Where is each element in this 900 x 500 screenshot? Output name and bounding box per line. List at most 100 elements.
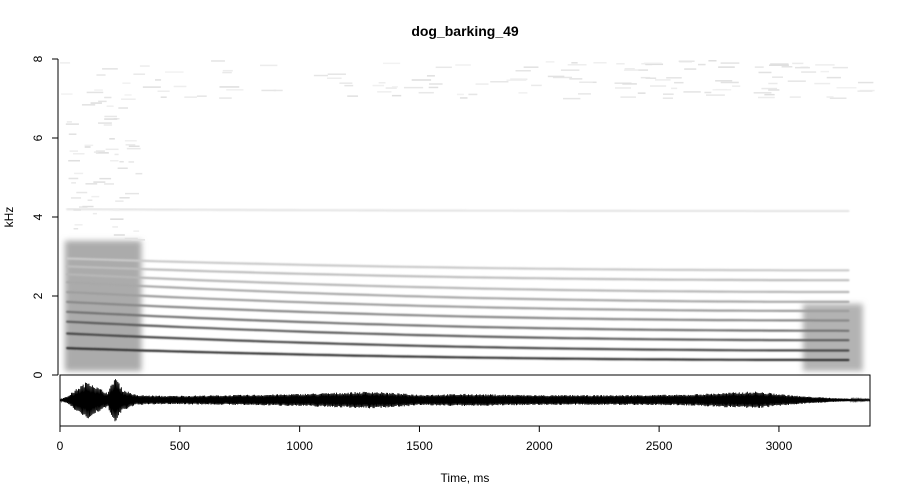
noise-speck bbox=[104, 118, 118, 120]
noise-speck bbox=[836, 87, 857, 89]
noise-speck bbox=[69, 150, 78, 152]
noise-speck bbox=[545, 61, 555, 63]
noise-speck bbox=[552, 76, 573, 79]
noise-speck bbox=[61, 93, 73, 95]
noise-speck bbox=[857, 90, 873, 92]
noise-speck bbox=[164, 71, 184, 73]
harmonic-track bbox=[66, 257, 850, 272]
x-tick-label: 2500 bbox=[646, 439, 673, 453]
noise-speck bbox=[645, 63, 664, 66]
noise-speck bbox=[411, 79, 432, 81]
noise-speck bbox=[761, 87, 778, 90]
noise-speck bbox=[124, 94, 132, 96]
noise-speck bbox=[104, 183, 115, 185]
noise-speck bbox=[593, 61, 607, 64]
noise-speck bbox=[567, 64, 587, 66]
noise-speck bbox=[560, 69, 580, 71]
noise-speck bbox=[643, 62, 662, 65]
harmonic-track bbox=[66, 332, 850, 352]
noise-speck bbox=[104, 96, 112, 99]
noise-speck bbox=[815, 64, 835, 66]
spectrogram-plot bbox=[60, 60, 875, 372]
noise-speck bbox=[87, 199, 93, 201]
noise-speck bbox=[857, 81, 874, 84]
noise-speck bbox=[628, 69, 649, 71]
noise-speck bbox=[640, 76, 651, 79]
noise-speck bbox=[698, 63, 706, 66]
noise-speck bbox=[772, 76, 784, 78]
noise-speck bbox=[663, 93, 674, 95]
noise-speck bbox=[66, 121, 72, 123]
noise-speck bbox=[184, 96, 197, 98]
noise-speck bbox=[615, 87, 631, 89]
noise-speck bbox=[655, 79, 671, 81]
noise-speck bbox=[475, 83, 489, 85]
noise-speck bbox=[456, 93, 464, 96]
noise-speck bbox=[662, 97, 673, 99]
noise-speck bbox=[468, 93, 478, 96]
noise-speck bbox=[82, 205, 94, 208]
noise-speck bbox=[93, 151, 99, 153]
noise-speck bbox=[377, 91, 392, 93]
noise-speck bbox=[326, 77, 342, 79]
harmonic-track bbox=[66, 273, 850, 294]
noise-speck bbox=[403, 86, 424, 89]
noise-speck bbox=[418, 91, 434, 94]
noise-speck bbox=[327, 73, 346, 75]
noise-speck bbox=[121, 98, 136, 100]
noise-speck bbox=[683, 91, 701, 93]
noise-speck bbox=[85, 183, 98, 185]
x-axis-label: Time, ms bbox=[441, 471, 490, 485]
noise-speck bbox=[792, 62, 804, 65]
noise-speck bbox=[222, 71, 232, 74]
noise-speck bbox=[579, 81, 593, 83]
noise-speck bbox=[115, 200, 124, 202]
noise-speck bbox=[94, 89, 103, 91]
noise-speck bbox=[112, 226, 119, 228]
axes: 0 2 4 6 8 0 500 1000 1500 2000 2500 3000 bbox=[31, 55, 871, 453]
noise-speck bbox=[826, 96, 834, 98]
noise-speck bbox=[684, 68, 697, 70]
noise-speck bbox=[339, 82, 353, 84]
noise-speck bbox=[125, 144, 136, 146]
noise-speck bbox=[666, 77, 682, 79]
noise-speck bbox=[91, 195, 100, 198]
y-tick-label: 4 bbox=[31, 213, 45, 220]
noise-speck bbox=[715, 80, 733, 82]
x-tick-label: 2000 bbox=[526, 439, 553, 453]
y-tick-label: 0 bbox=[31, 371, 45, 378]
noise-speck bbox=[122, 82, 131, 84]
noise-speck bbox=[74, 172, 84, 175]
noise-speck bbox=[787, 80, 806, 82]
noise-speck bbox=[65, 123, 79, 125]
x-tick-label: 0 bbox=[57, 439, 64, 453]
noise-speck bbox=[90, 102, 102, 104]
noise-speck bbox=[113, 234, 125, 236]
noise-speck bbox=[705, 94, 725, 96]
noise-speck bbox=[378, 82, 386, 84]
noise-speck bbox=[71, 182, 76, 184]
noise-speck bbox=[135, 172, 143, 175]
noise-speck bbox=[429, 83, 443, 85]
x-tick-label: 500 bbox=[170, 439, 190, 453]
noise-speck bbox=[459, 97, 468, 99]
y-tick-label: 6 bbox=[31, 134, 45, 141]
noise-speck bbox=[428, 86, 439, 89]
noise-speck bbox=[515, 69, 531, 72]
noise-speck bbox=[678, 60, 695, 63]
noise-speck bbox=[768, 89, 780, 91]
noise-speck bbox=[99, 177, 112, 180]
noise-speck bbox=[173, 85, 187, 88]
noise-speck bbox=[96, 74, 106, 76]
y-axis-label: kHz bbox=[2, 207, 16, 228]
noise-speck bbox=[832, 66, 848, 69]
noise-speck bbox=[674, 81, 684, 84]
noise-speck bbox=[623, 69, 639, 72]
noise-speck bbox=[68, 159, 81, 162]
noise-speck bbox=[98, 100, 107, 103]
noise-speck bbox=[704, 91, 712, 94]
noise-speck bbox=[624, 68, 635, 70]
noise-speck bbox=[125, 192, 139, 195]
noise-speck bbox=[382, 62, 401, 65]
